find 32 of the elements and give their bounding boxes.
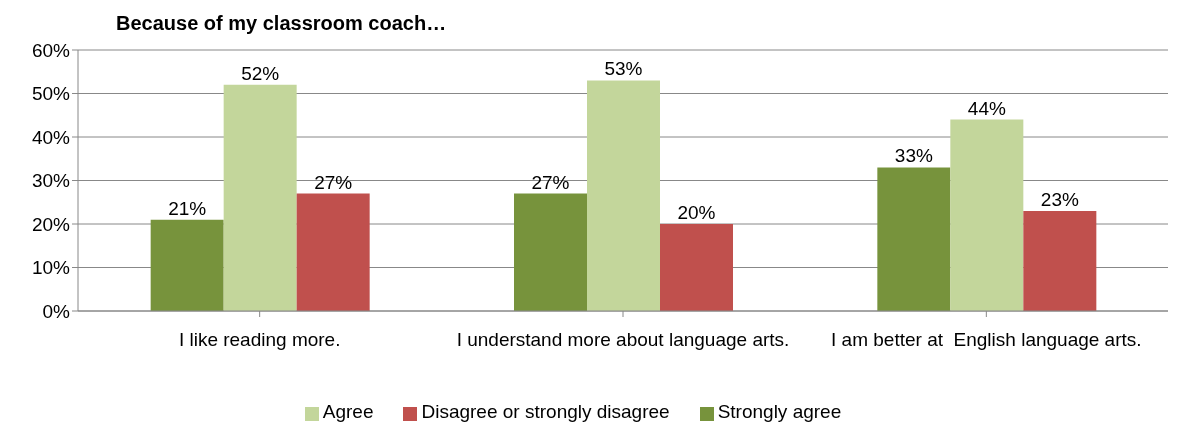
y-tick-label: 60% xyxy=(31,39,71,61)
bar xyxy=(877,167,951,311)
x-tick-label: I understand more about language arts. xyxy=(456,329,790,350)
data-label: 23% xyxy=(1040,188,1079,210)
y-tick-label: 30% xyxy=(31,170,71,192)
data-label: 33% xyxy=(894,145,933,167)
y-tick-label: 10% xyxy=(31,257,71,279)
bar xyxy=(950,119,1024,311)
legend-label: Agree xyxy=(322,401,374,422)
data-label: 53% xyxy=(604,58,643,80)
bar xyxy=(296,193,370,311)
bar xyxy=(150,219,224,311)
bar xyxy=(223,84,297,311)
bar xyxy=(1023,210,1097,311)
data-label: 21% xyxy=(168,197,207,219)
data-label: 52% xyxy=(241,62,280,84)
chart-title: Because of my classroom coach… xyxy=(116,12,447,35)
x-tick-label: I like reading more. xyxy=(178,329,341,350)
data-label: 44% xyxy=(967,97,1006,119)
legend-label: Disagree or strongly disagree xyxy=(421,401,670,422)
legend-label: Strongly agree xyxy=(717,401,842,422)
bar xyxy=(660,224,733,311)
bar xyxy=(587,80,660,311)
y-tick-label: 20% xyxy=(31,213,71,235)
data-label: 27% xyxy=(531,171,570,193)
y-tick-label: 0% xyxy=(42,300,71,322)
bar xyxy=(514,193,587,311)
x-tick-label: I am better at English language arts. xyxy=(831,329,1142,350)
data-label: 27% xyxy=(314,171,353,193)
data-label: 20% xyxy=(677,202,716,223)
y-tick-label: 40% xyxy=(31,126,71,148)
y-tick-label: 50% xyxy=(31,83,71,105)
